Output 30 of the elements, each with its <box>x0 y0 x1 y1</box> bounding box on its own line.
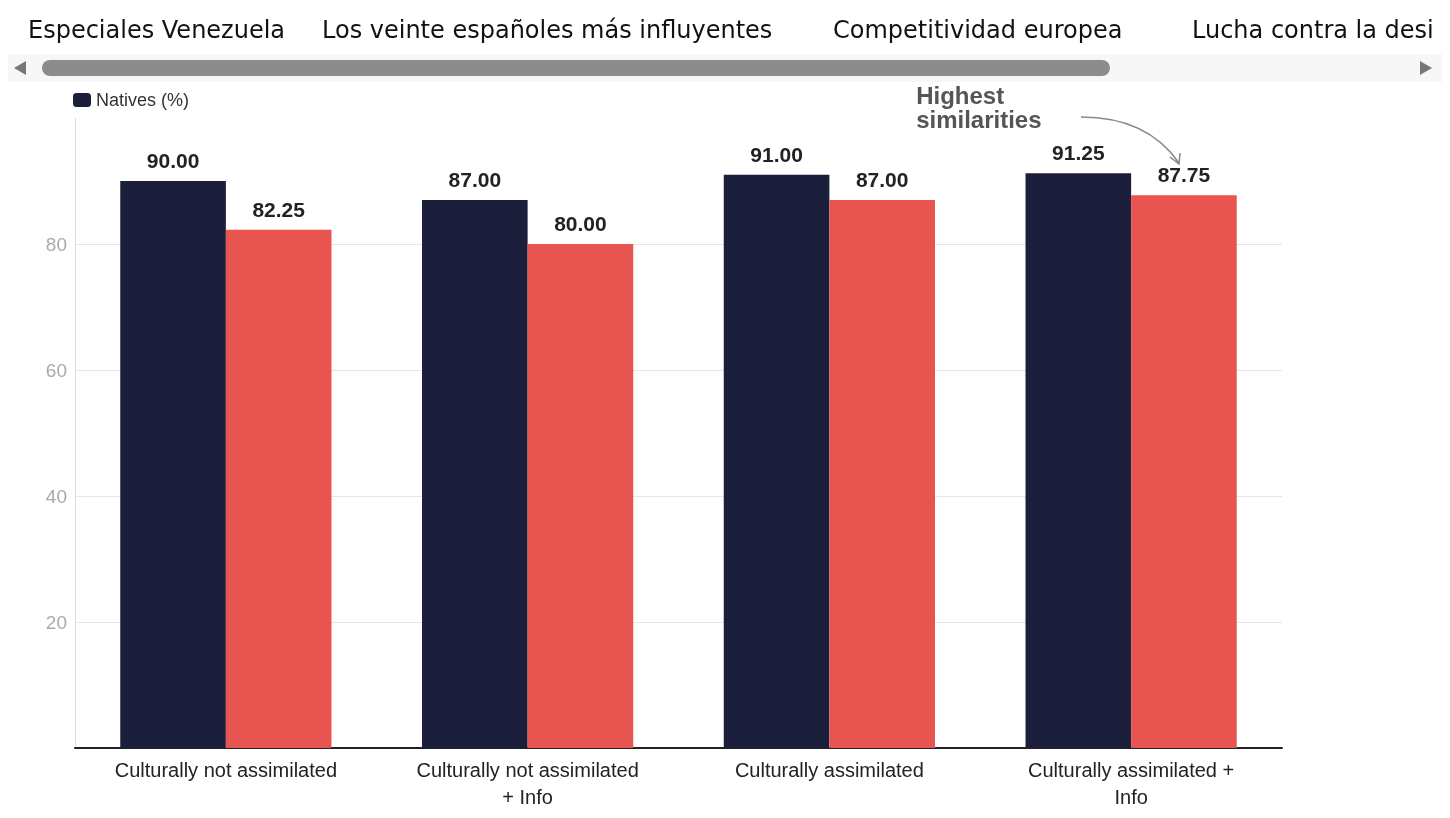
data-label: 87.00 <box>855 167 909 191</box>
legend-label: Natives (%) <box>96 90 190 110</box>
x-tick-label: Culturally assimilated + Info <box>1028 758 1235 808</box>
data-label: 87.75 <box>1157 163 1211 187</box>
bar <box>225 229 332 748</box>
text: Los veinte españoles más influyentes <box>322 16 773 44</box>
text: Competitividad europea <box>833 16 1123 44</box>
bar <box>723 174 830 748</box>
bar <box>829 199 935 748</box>
data-label: 91.25 <box>1052 141 1105 165</box>
data-label: 82.25 <box>252 197 306 221</box>
x-tick-label: Culturally not assimilated <box>114 758 338 781</box>
x-tick-label: Culturally not assimilated + Info <box>416 758 639 808</box>
data-label: 80.00 <box>554 212 607 235</box>
data-label: 91.00 <box>750 142 803 166</box>
bar <box>1025 173 1132 748</box>
y-tick-label: 40 <box>45 485 67 507</box>
y-tick-label: 80 <box>45 233 67 255</box>
y-tick-label: 60 <box>45 359 67 381</box>
text: Lucha contra la desi <box>1192 16 1434 44</box>
text: Especiales Venezuela <box>28 16 286 44</box>
x-tick-label: Culturally assimilated <box>734 758 924 781</box>
bar <box>527 244 634 748</box>
annotation: Highest similarities <box>916 81 1042 133</box>
bar <box>120 181 226 748</box>
data-label: 90.00 <box>146 149 200 172</box>
bar <box>1131 195 1237 748</box>
y-tick-label: 20 <box>45 611 67 633</box>
bar <box>422 199 528 748</box>
data-label: 87.00 <box>448 167 502 191</box>
